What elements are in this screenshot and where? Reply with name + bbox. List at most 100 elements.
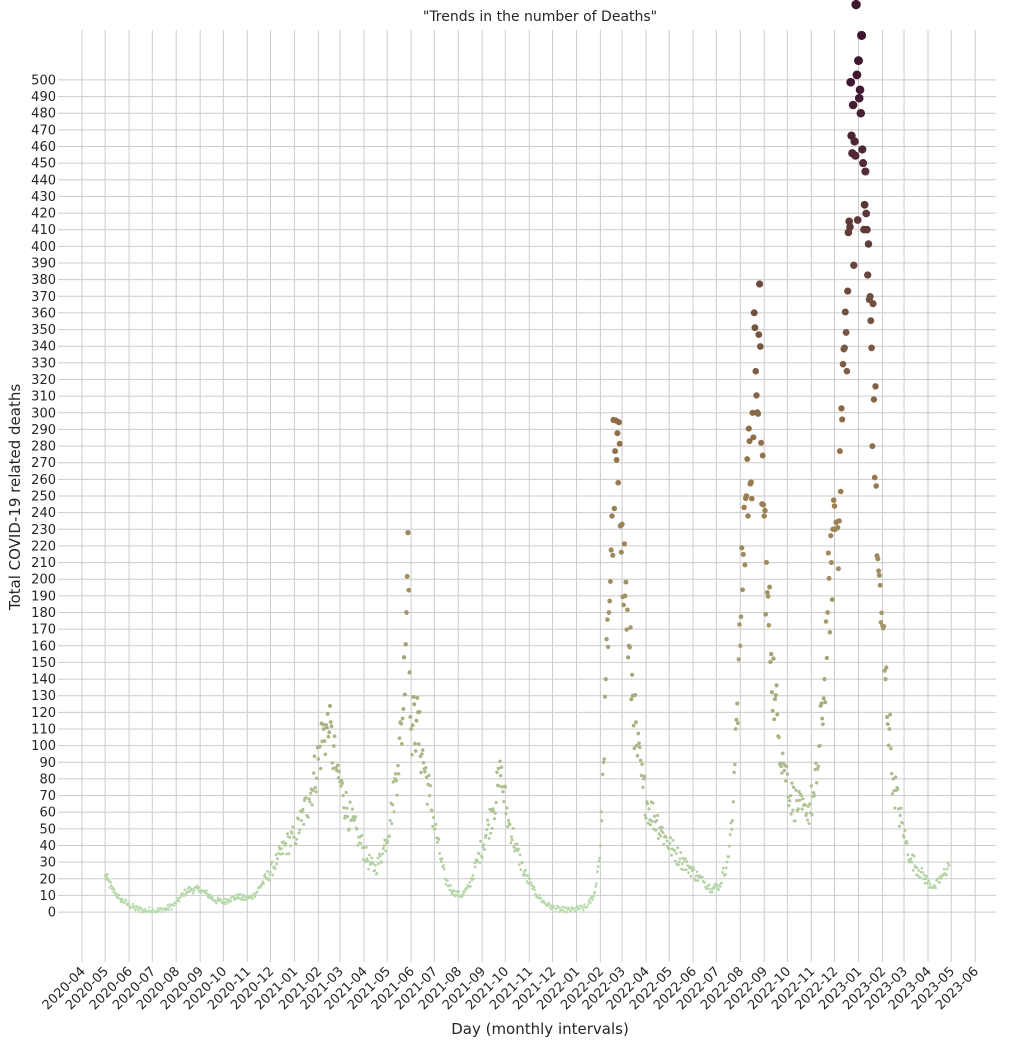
data-point: [648, 818, 652, 822]
data-point: [378, 854, 382, 858]
data-point: [314, 790, 318, 794]
data-point: [873, 483, 880, 489]
data-point: [890, 792, 895, 796]
data-point: [721, 866, 725, 870]
data-point: [788, 799, 792, 803]
data-point: [589, 901, 592, 904]
data-point: [390, 822, 394, 826]
data-point: [481, 845, 485, 849]
data-point: [772, 696, 778, 702]
data-point: [665, 839, 669, 843]
data-point: [410, 753, 414, 757]
data-point: [754, 410, 762, 417]
data-point: [401, 655, 407, 660]
data-point: [473, 861, 476, 865]
data-point: [365, 857, 369, 861]
data-point: [650, 819, 654, 823]
data-point: [355, 827, 359, 831]
data-point: [269, 862, 273, 866]
data-point: [480, 856, 484, 860]
data-point: [504, 812, 508, 816]
data-point: [724, 872, 727, 876]
data-point: [842, 328, 850, 336]
data-point: [402, 692, 407, 697]
data-point: [749, 409, 756, 416]
y-tick-label: 100: [31, 739, 56, 754]
data-point: [321, 722, 325, 727]
y-tick-label: 460: [31, 140, 56, 155]
y-tick-label: 300: [31, 406, 56, 421]
data-point: [350, 817, 354, 822]
data-point: [860, 200, 869, 209]
data-point: [647, 807, 651, 811]
data-point: [632, 746, 637, 751]
y-tick-label: 410: [31, 223, 56, 238]
data-point: [734, 717, 739, 722]
data-point: [836, 448, 843, 455]
data-point: [640, 762, 644, 767]
data-point: [388, 818, 392, 823]
data-point: [241, 896, 244, 899]
data-point: [733, 727, 738, 731]
data-point: [910, 860, 914, 864]
data-point: [506, 825, 510, 829]
data-point: [780, 751, 785, 756]
data-point: [452, 888, 455, 892]
data-point: [600, 819, 604, 823]
y-tick-label: 230: [31, 523, 56, 538]
data-point: [312, 754, 317, 758]
y-tick-label: 120: [31, 706, 56, 721]
data-point: [918, 876, 922, 879]
data-point: [903, 828, 907, 833]
data-point: [635, 754, 640, 758]
data-point: [633, 720, 638, 725]
data-point: [108, 886, 112, 889]
data-point: [539, 896, 543, 900]
data-point: [508, 823, 512, 827]
data-point: [555, 907, 558, 911]
data-point: [420, 748, 425, 752]
data-point: [510, 835, 513, 839]
data-point: [457, 890, 461, 893]
data-point: [335, 763, 340, 768]
data-point: [494, 800, 498, 805]
data-point: [181, 892, 185, 896]
data-point: [309, 791, 313, 795]
data-point: [900, 821, 905, 825]
data-point: [662, 842, 666, 846]
data-point: [825, 610, 830, 615]
y-tick-label: 200: [31, 573, 56, 588]
data-point: [414, 718, 419, 723]
data-point: [744, 456, 751, 463]
data-point: [315, 776, 319, 781]
data-point: [884, 665, 889, 670]
data-point: [399, 721, 404, 726]
data-point: [756, 280, 764, 288]
data-point: [574, 909, 577, 912]
data-point: [489, 831, 493, 835]
data-point: [451, 890, 455, 894]
data-point: [730, 818, 735, 823]
data-point: [853, 216, 862, 224]
data-point: [735, 701, 740, 706]
data-point: [789, 812, 793, 816]
data-point: [542, 900, 546, 903]
data-point: [497, 784, 501, 788]
data-point: [621, 541, 628, 547]
data-point: [329, 724, 334, 729]
y-tick-label: 30: [39, 856, 56, 871]
data-point: [827, 630, 833, 635]
data-point: [851, 0, 861, 10]
y-tick-label: 330: [31, 356, 56, 371]
data-point: [431, 815, 436, 820]
data-point: [607, 579, 613, 584]
data-point: [669, 836, 673, 840]
data-point: [471, 874, 475, 877]
data-point: [341, 793, 345, 798]
data-point: [651, 801, 655, 805]
data-point: [318, 744, 322, 749]
data-point: [483, 847, 486, 851]
data-point: [276, 857, 279, 861]
data-point: [490, 826, 494, 830]
